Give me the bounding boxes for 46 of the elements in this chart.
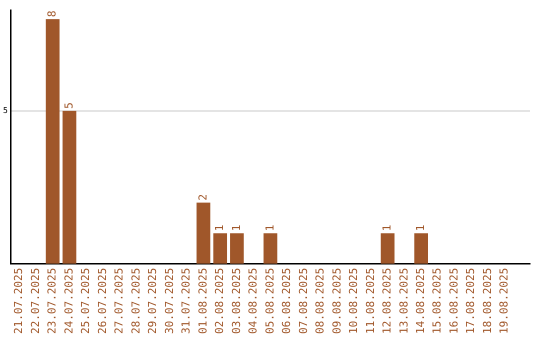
x-tick-label: 21.07.2025 <box>12 268 26 334</box>
bar <box>213 233 228 264</box>
bar <box>196 202 210 264</box>
x-tick-label: 16.08.2025 <box>447 268 460 334</box>
bar <box>414 233 428 264</box>
x-tick-label: 04.08.2025 <box>246 268 260 334</box>
data-label: 2 <box>196 194 210 201</box>
x-tick-label: 23.07.2025 <box>46 268 59 334</box>
x-tick-label: 14.08.2025 <box>414 268 427 334</box>
x-tick-label: 17.08.2025 <box>464 268 478 334</box>
data-label: 5 <box>62 102 76 109</box>
bar <box>46 19 60 264</box>
x-tick-label: 09.08.2025 <box>330 268 344 334</box>
x-tick-label: 30.07.2025 <box>162 268 176 334</box>
bar <box>380 233 395 264</box>
x-tick-label: 29.07.2025 <box>146 268 160 334</box>
x-tick-label: 03.08.2025 <box>230 268 243 334</box>
bar <box>62 110 76 264</box>
x-tick-label: 22.07.2025 <box>28 268 42 334</box>
x-tick-label: 19.08.2025 <box>498 268 511 334</box>
x-tick-label: 08.08.2025 <box>314 268 327 334</box>
x-tick-label: 15.08.2025 <box>430 268 444 334</box>
data-label: 1 <box>380 224 394 232</box>
x-tick-label: 25.07.2025 <box>79 268 92 334</box>
x-tick-label: 05.08.2025 <box>263 268 276 334</box>
bar <box>264 233 278 264</box>
x-tick-label: 01.08.2025 <box>196 268 210 334</box>
x-tick-label: 12.08.2025 <box>380 268 394 334</box>
x-tick-label: 13.08.2025 <box>397 268 410 334</box>
x-tick-label: 28.07.2025 <box>129 268 142 334</box>
x-tick-label: 02.08.2025 <box>213 268 226 334</box>
data-label: 1 <box>230 224 243 232</box>
data-label: 1 <box>213 224 226 232</box>
data-label: 8 <box>46 10 59 18</box>
x-tick-label: 31.07.2025 <box>180 268 193 334</box>
x-tick-label: 26.07.2025 <box>96 268 109 334</box>
x-tick-label: 11.08.2025 <box>364 268 377 334</box>
x-tick-label: 24.07.2025 <box>62 268 76 334</box>
x-tick-label: 06.08.2025 <box>280 268 294 334</box>
x-tick-label: 10.08.2025 <box>347 268 360 334</box>
x-tick-label: 18.08.2025 <box>480 268 494 334</box>
x-tick-label: 07.08.2025 <box>296 268 310 334</box>
bar <box>230 233 244 264</box>
data-label: 1 <box>414 224 427 232</box>
data-label: 1 <box>263 224 276 232</box>
x-tick-label: 27.07.2025 <box>112 268 126 334</box>
